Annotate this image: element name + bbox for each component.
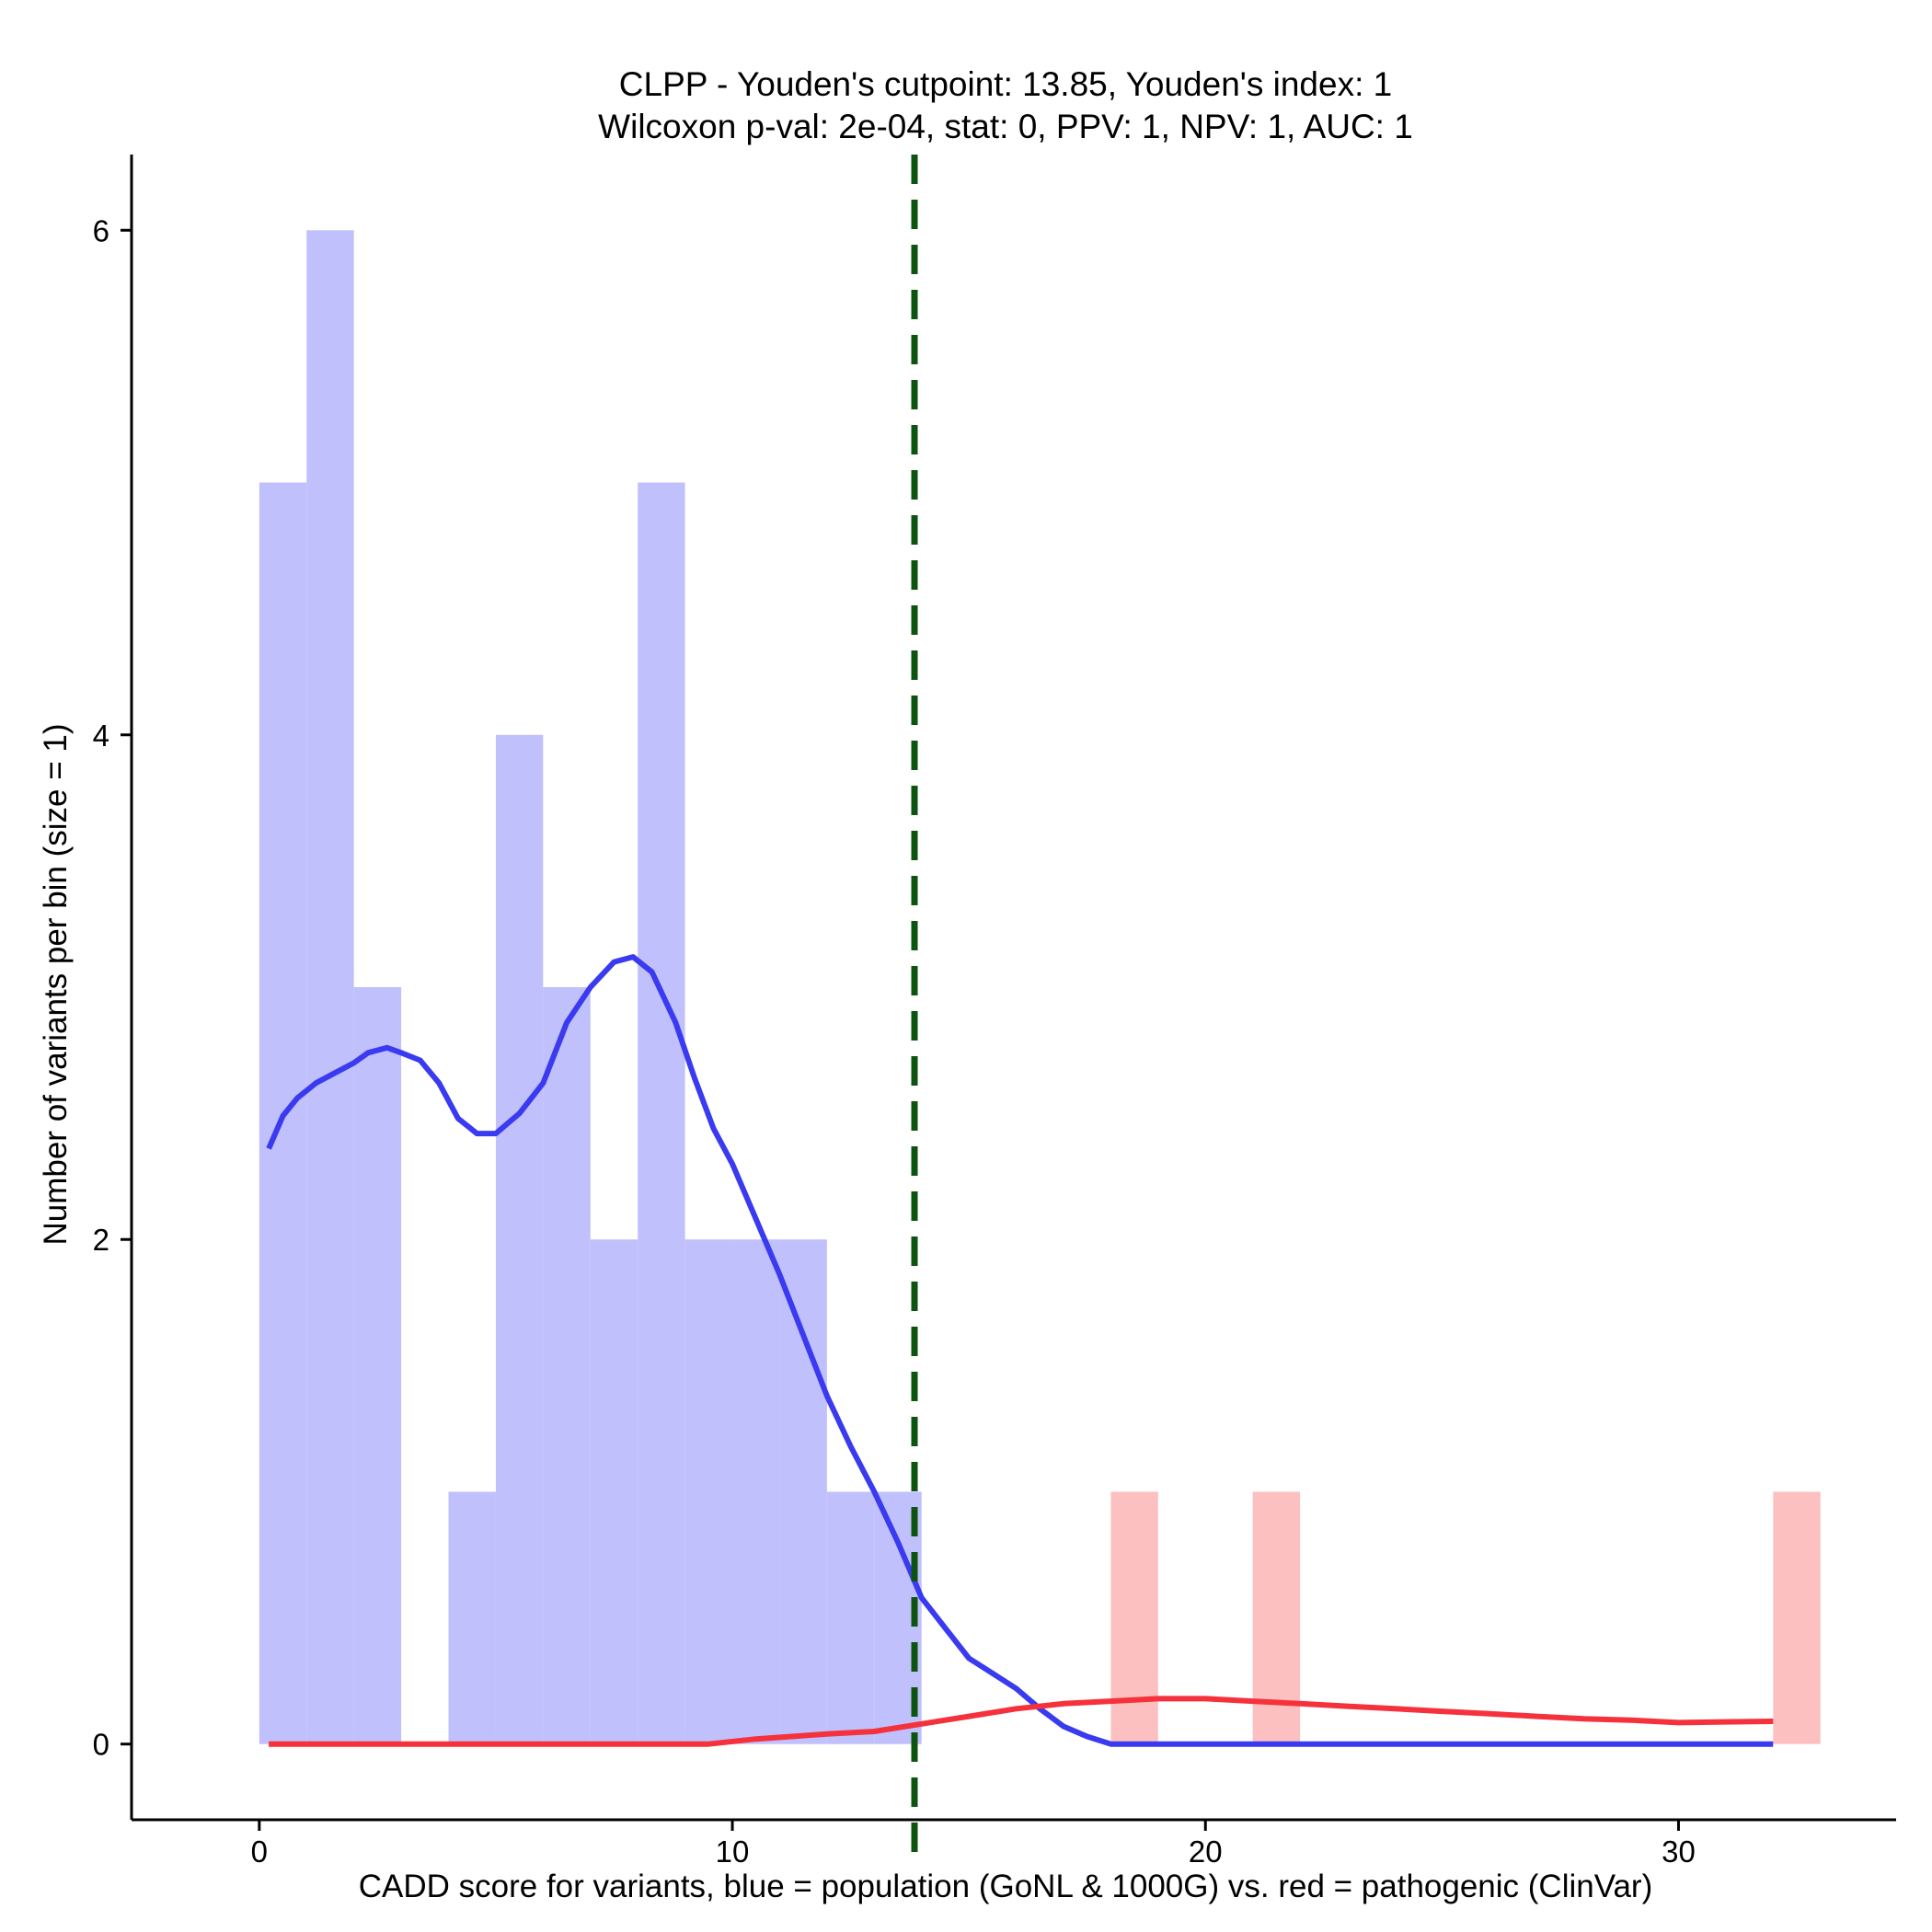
population-bar-8: [684, 1239, 733, 1744]
population-bar-1: [306, 230, 354, 1744]
population-bar-4: [495, 734, 544, 1744]
population-bar-11: [826, 1491, 875, 1744]
pathogenic-bar-1: [1252, 1491, 1301, 1744]
y-tick-label-3: 6: [93, 213, 109, 247]
population-bar-5: [543, 987, 591, 1744]
population-bar-9: [732, 1239, 780, 1744]
x-axis-label: CADD score for variants, blue = populati…: [359, 1869, 1653, 1904]
y-tick-label-2: 4: [93, 719, 109, 753]
population-bar-7: [638, 482, 685, 1744]
curves-layer: [266, 954, 1774, 1747]
y-tick-label-0: 0: [93, 1728, 109, 1762]
population-bar-6: [590, 1239, 638, 1744]
pathogenic-bar-0: [1110, 1491, 1158, 1744]
chart-title: CLPP - Youden's cutpoint: 13.85, Youden'…: [619, 65, 1392, 103]
x-tick-label-3: 30: [1662, 1834, 1696, 1869]
x-tick-label-2: 20: [1189, 1834, 1223, 1869]
population-density-line: [266, 954, 1774, 1747]
y-axis-label: Number of variants per bin (size = 1): [38, 723, 74, 1245]
x-tick-label-0: 0: [251, 1834, 268, 1869]
axes-layer: 0 10 20 30 0 2 4 6: [93, 155, 1896, 1869]
bars-layer: [259, 230, 1821, 1744]
x-tick-label-1: 10: [716, 1834, 750, 1869]
chart-subtitle: Wilcoxon p-val: 2e-04, stat: 0, PPV: 1, …: [598, 108, 1413, 145]
population-bar-3: [448, 1491, 496, 1744]
y-tick-label-1: 2: [93, 1223, 109, 1257]
pathogenic-density-line: [269, 1696, 1774, 1747]
population-bar-2: [353, 987, 402, 1744]
population-bar-10: [779, 1239, 827, 1744]
pathogenic-bar-2: [1773, 1491, 1821, 1744]
